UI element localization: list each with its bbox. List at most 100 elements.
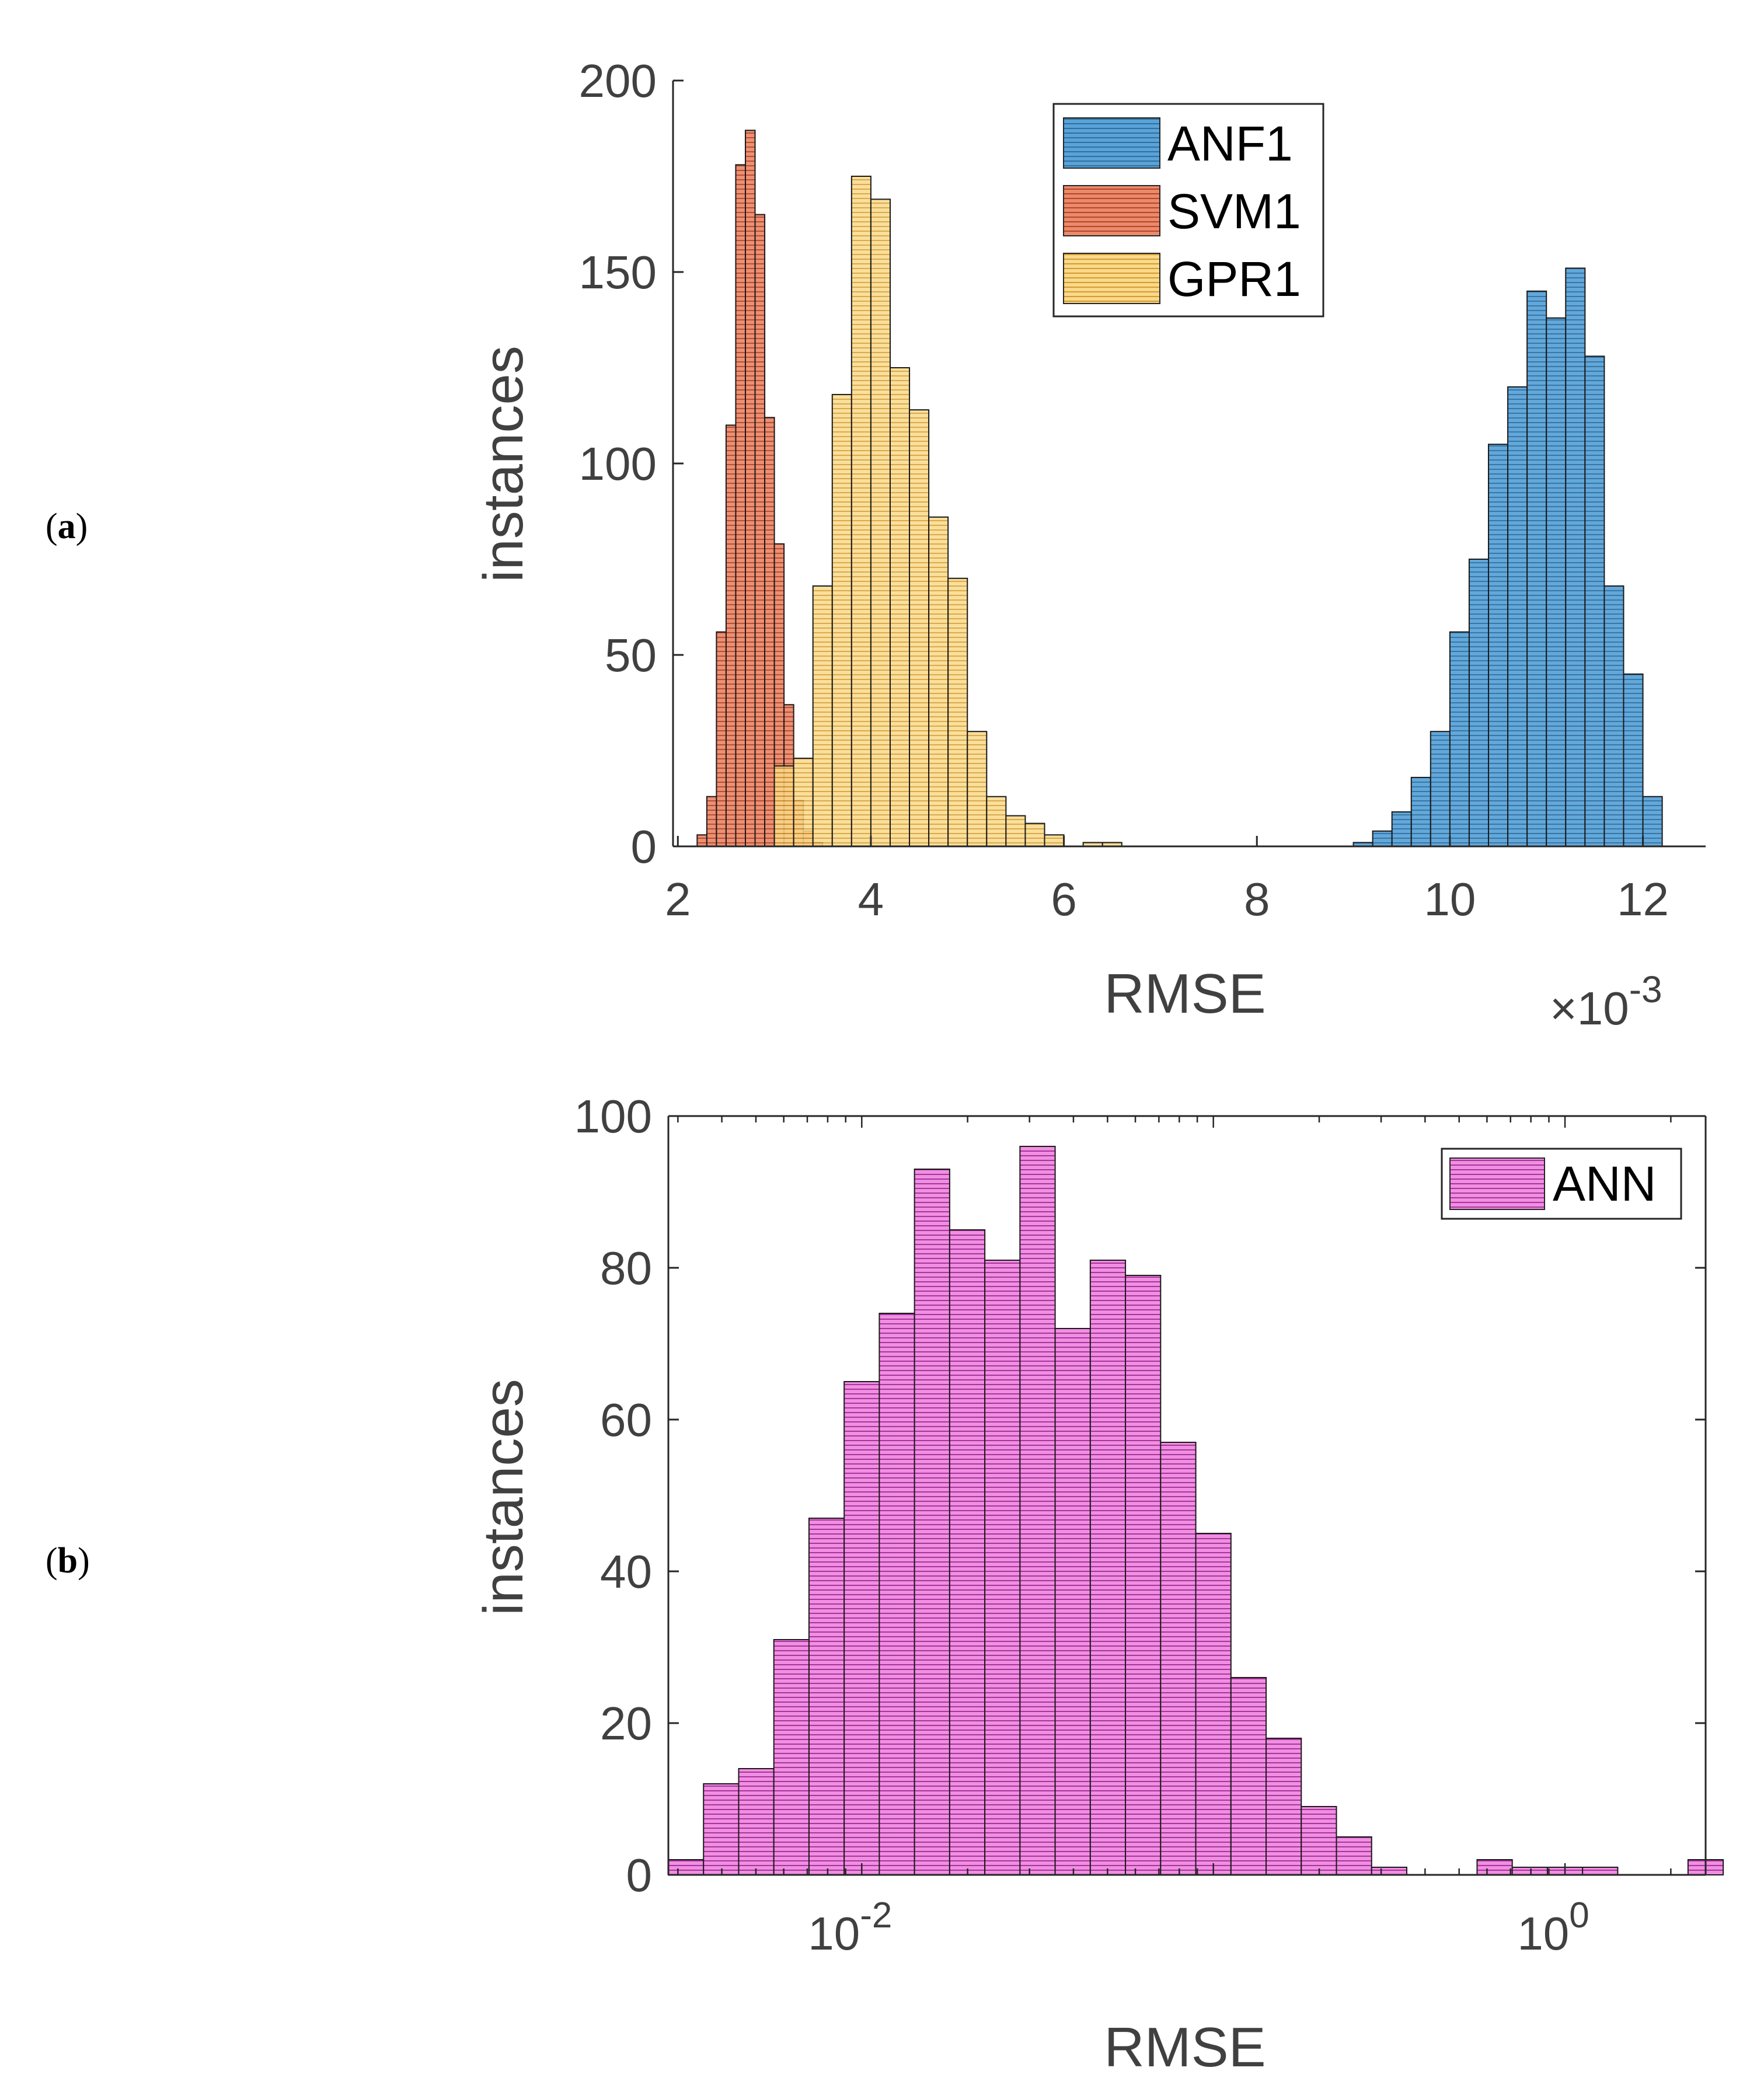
series-ann-bars [668, 1146, 1724, 1875]
y-tick-label: 40 [600, 1546, 652, 1598]
legend-label-svm1: SVM1 [1167, 184, 1301, 239]
bar-anf1-11 [1565, 267, 1586, 847]
legend-swatch-anf1 [1063, 117, 1160, 169]
bar-gpr1-1 [793, 758, 814, 847]
bar-gpr1-2 [812, 585, 833, 847]
bar-svm1-1 [706, 796, 717, 847]
bar-ann-1 [703, 1783, 740, 1875]
bar-anf1-10 [1546, 317, 1567, 847]
chart-b-y-axis-title: instances [472, 1379, 535, 1616]
legend-label-ann: ANN [1553, 1156, 1656, 1211]
legend-swatch-gpr1 [1063, 253, 1160, 304]
legend-swatch-ann [1449, 1157, 1545, 1210]
bar-ann-6 [878, 1313, 915, 1875]
bar-ann-20 [1371, 1867, 1407, 1875]
bar-gpr1-0 [773, 765, 794, 847]
bar-ann-2 [738, 1768, 775, 1875]
bar-anf1-6 [1468, 559, 1490, 847]
legend-swatch-svm1 [1063, 185, 1160, 236]
bar-ann-11 [1054, 1328, 1091, 1875]
chart-b-axes [667, 1115, 1707, 1876]
panel-label-a: (a) [46, 507, 88, 546]
bar-anf1-9 [1526, 290, 1547, 847]
chart-b-ticks: 10-2 100 0 20 40 60 80 100 [574, 1090, 1706, 1959]
y-tick-label: 200 [579, 55, 657, 107]
bar-anf1-3 [1410, 776, 1431, 848]
chart-a-x-axis-title: RMSE [1104, 963, 1266, 1025]
x-tick-label: 10 [1424, 873, 1476, 925]
bar-ann-17 [1266, 1738, 1302, 1875]
bar-ann-8 [949, 1229, 986, 1875]
bar-gpr1-4 [850, 176, 871, 847]
bar-ann-7 [914, 1169, 950, 1875]
y-tick-label: 0 [626, 1849, 653, 1901]
bar-svm1-6 [754, 214, 766, 848]
panel-label-b: (b) [46, 1541, 90, 1581]
chart-b-x-axis-title: RMSE [1104, 2016, 1266, 2079]
bar-gpr1-10 [967, 731, 988, 847]
legend-label-gpr1: GPR1 [1167, 252, 1301, 306]
y-tick-label: 100 [574, 1090, 652, 1142]
bar-ann-13 [1125, 1275, 1162, 1875]
x-tick-label: 100 [1517, 1895, 1589, 1959]
bar-anf1-7 [1488, 444, 1509, 847]
y-tick-label: 150 [579, 246, 657, 298]
bar-ann-12 [1089, 1260, 1127, 1875]
bar-ann-5 [843, 1381, 880, 1875]
bar-ann-3 [773, 1639, 810, 1875]
bar-svm1-4 [735, 164, 746, 848]
bar-gpr1-12 [1005, 815, 1026, 848]
bar-anf1-13 [1603, 585, 1624, 847]
x-tick-label: 12 [1617, 873, 1669, 925]
bar-ann-9 [984, 1260, 1021, 1875]
series-gpr1-bars [773, 176, 1122, 848]
y-tick-label: 0 [631, 821, 657, 873]
bar-svm1-0 [696, 834, 707, 847]
chart-b-legend: ANN [1441, 1148, 1682, 1220]
bar-ann-15 [1195, 1533, 1232, 1875]
bar-svm1-7 [764, 417, 775, 847]
bar-anf1-2 [1391, 811, 1412, 847]
bar-ann-0 [668, 1859, 705, 1875]
bar-ann-10 [1019, 1146, 1056, 1875]
bar-gpr1-6 [889, 367, 911, 847]
bar-anf1-8 [1507, 386, 1528, 847]
bar-anf1-4 [1430, 731, 1451, 847]
series-svm1-bars [696, 130, 824, 848]
chart-a-histogram: 2 4 6 8 10 12 0 50 100 150 200 RMSE instances ×10-… [472, 55, 1706, 1034]
bar-ann-16 [1230, 1677, 1267, 1875]
bar-gpr1-8 [928, 516, 949, 847]
bar-svm1-5 [744, 130, 756, 847]
chart-b-histogram: 10-2 100 0 20 40 60 80 100 RMSE instances ANN [472, 1090, 1724, 2079]
x-tick-label: 2 [665, 873, 691, 925]
bar-svm1-3 [725, 424, 737, 847]
x-tick-label: 10-2 [808, 1895, 892, 1959]
bar-ann-4 [808, 1518, 845, 1875]
chart-a-legend: ANF1 SVM1 GPR1 [1052, 103, 1324, 318]
bar-gpr1-13 [1024, 822, 1045, 848]
x-tick-label: 6 [1051, 873, 1077, 925]
y-tick-label: 50 [605, 629, 657, 681]
chart-a-ticks: 2 4 6 8 10 12 0 50 100 150 200 [579, 55, 1669, 925]
bar-anf1-5 [1449, 631, 1470, 847]
bar-ann-18 [1301, 1806, 1337, 1875]
bar-anf1-15 [1642, 796, 1663, 847]
series-anf1-bars [1352, 267, 1663, 848]
bar-ann-19 [1336, 1836, 1372, 1875]
bar-gpr1-9 [947, 577, 968, 847]
chart-a-x-exponent: ×10-3 [1550, 968, 1662, 1034]
chart-a-y-axis-title: instances [472, 346, 535, 583]
x-tick-label: 8 [1244, 873, 1270, 925]
bar-ann-14 [1160, 1442, 1197, 1875]
bar-gpr1-14 [1044, 834, 1065, 847]
legend-label-anf1: ANF1 [1167, 116, 1293, 171]
bar-gpr1-7 [909, 409, 930, 847]
bar-ann-23 [1476, 1859, 1513, 1875]
y-tick-label: 100 [579, 438, 657, 490]
bar-ann-26 [1582, 1867, 1619, 1875]
x-tick-label: 4 [858, 873, 884, 925]
y-tick-label: 80 [600, 1242, 652, 1294]
bar-anf1-1 [1372, 830, 1393, 848]
y-tick-label: 60 [600, 1394, 652, 1446]
